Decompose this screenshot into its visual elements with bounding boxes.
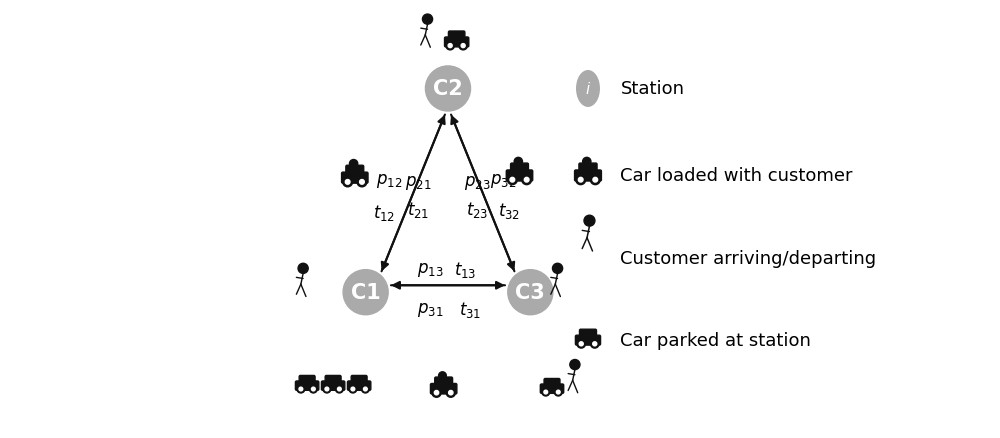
FancyBboxPatch shape [342, 173, 368, 184]
Circle shape [349, 385, 357, 393]
Circle shape [357, 177, 367, 187]
Circle shape [577, 340, 586, 348]
Circle shape [299, 387, 303, 391]
FancyBboxPatch shape [430, 384, 457, 394]
Text: $t_{12}$: $t_{12}$ [373, 203, 395, 223]
FancyBboxPatch shape [544, 378, 560, 387]
Circle shape [343, 270, 388, 315]
FancyBboxPatch shape [575, 336, 601, 345]
Text: $t_{31}$: $t_{31}$ [459, 300, 481, 319]
Circle shape [578, 178, 583, 183]
FancyBboxPatch shape [321, 381, 345, 390]
Circle shape [343, 177, 353, 187]
FancyBboxPatch shape [511, 164, 528, 173]
Circle shape [449, 391, 453, 395]
Circle shape [576, 175, 586, 185]
Circle shape [556, 390, 560, 394]
FancyBboxPatch shape [575, 170, 601, 182]
Circle shape [508, 270, 553, 315]
Text: Car loaded with customer: Car loaded with customer [620, 167, 853, 185]
Circle shape [337, 387, 341, 391]
Text: $p_{31}$: $p_{31}$ [417, 300, 444, 318]
Circle shape [544, 390, 548, 394]
Circle shape [524, 178, 529, 183]
Circle shape [349, 160, 358, 169]
Text: C3: C3 [515, 283, 545, 303]
Text: $p_{21}$: $p_{21}$ [405, 174, 432, 192]
Circle shape [459, 42, 467, 51]
Circle shape [361, 385, 369, 393]
Circle shape [570, 360, 580, 370]
Circle shape [325, 387, 329, 391]
Text: $p_{23}$: $p_{23}$ [464, 174, 491, 192]
Text: $t_{21}$: $t_{21}$ [407, 200, 430, 220]
Text: $p_{32}$: $p_{32}$ [490, 172, 517, 190]
Circle shape [554, 388, 562, 396]
Circle shape [446, 42, 454, 51]
FancyBboxPatch shape [445, 38, 469, 48]
Circle shape [323, 385, 331, 393]
Circle shape [583, 158, 591, 166]
Circle shape [309, 385, 317, 393]
Circle shape [434, 391, 439, 395]
Circle shape [514, 158, 522, 166]
Circle shape [422, 15, 433, 25]
FancyBboxPatch shape [299, 375, 315, 384]
Circle shape [461, 45, 465, 49]
Text: $t_{32}$: $t_{32}$ [498, 201, 520, 221]
Circle shape [345, 180, 350, 185]
FancyBboxPatch shape [325, 375, 341, 384]
Circle shape [590, 340, 599, 348]
Circle shape [507, 175, 517, 185]
Text: $t_{13}$: $t_{13}$ [454, 259, 477, 279]
FancyBboxPatch shape [435, 377, 453, 386]
Circle shape [448, 45, 452, 49]
Circle shape [593, 178, 598, 183]
FancyBboxPatch shape [346, 166, 364, 176]
Circle shape [351, 387, 355, 391]
Circle shape [425, 67, 471, 112]
Circle shape [522, 175, 532, 185]
FancyBboxPatch shape [579, 164, 597, 173]
Circle shape [363, 387, 367, 391]
Circle shape [432, 388, 441, 397]
Text: $t_{23}$: $t_{23}$ [466, 200, 489, 220]
Text: Station: Station [620, 80, 684, 98]
Circle shape [510, 178, 515, 183]
Text: Car parked at station: Car parked at station [620, 331, 811, 349]
Circle shape [584, 215, 595, 226]
FancyBboxPatch shape [347, 381, 371, 390]
Text: $p_{13}$: $p_{13}$ [417, 260, 444, 278]
Text: C2: C2 [433, 79, 463, 99]
Circle shape [297, 385, 305, 393]
FancyBboxPatch shape [506, 170, 533, 182]
Circle shape [552, 264, 563, 274]
Circle shape [542, 388, 550, 396]
Circle shape [590, 175, 600, 185]
Circle shape [360, 180, 364, 185]
Circle shape [298, 264, 308, 274]
Text: C1: C1 [351, 283, 381, 303]
Text: i: i [586, 82, 590, 97]
Circle shape [335, 385, 343, 393]
Circle shape [446, 388, 455, 397]
Circle shape [311, 387, 315, 391]
FancyBboxPatch shape [351, 375, 367, 384]
FancyBboxPatch shape [579, 329, 597, 338]
FancyBboxPatch shape [448, 32, 465, 41]
Text: $p_{12}$: $p_{12}$ [376, 172, 403, 190]
Ellipse shape [577, 71, 599, 107]
Circle shape [439, 372, 446, 380]
Text: Customer arriving/departing: Customer arriving/departing [620, 249, 877, 267]
FancyBboxPatch shape [540, 384, 564, 393]
FancyBboxPatch shape [295, 381, 319, 390]
Circle shape [593, 342, 597, 346]
Circle shape [579, 342, 583, 346]
